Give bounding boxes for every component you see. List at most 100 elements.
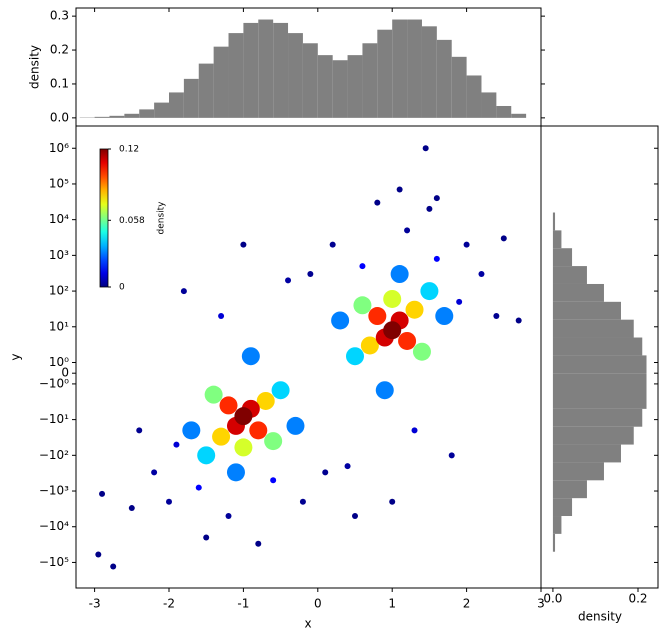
hist-bar [407, 19, 422, 118]
scatter-point [411, 427, 418, 434]
scatter-point [352, 512, 358, 519]
y-tick-label: 0.1 [50, 76, 69, 90]
scatter-point [226, 463, 245, 482]
hist-frame [75, 7, 542, 126]
y-tick-label: 10¹ [49, 319, 69, 333]
scatter-point [218, 313, 225, 320]
x-tick-label: -3 [89, 597, 101, 611]
hist-bar [552, 301, 621, 320]
hist-bar [317, 55, 333, 118]
scatter-point [390, 265, 409, 284]
scatter-point [383, 321, 402, 340]
y-tick-label: 0 [61, 366, 69, 380]
y-tick-label: 10⁴ [49, 212, 69, 226]
scatter-point [396, 186, 403, 193]
scatter-point [286, 416, 305, 435]
hist-bar [552, 391, 647, 409]
top-hist-label: density [28, 45, 42, 89]
scatter-point [383, 289, 402, 308]
y-tick-label: 10⁶ [49, 141, 69, 155]
hist-bar [552, 248, 573, 267]
hist-bar [552, 462, 604, 481]
scatter-point [346, 347, 364, 366]
scatter-point [173, 441, 180, 448]
scatter-point [180, 288, 187, 295]
scatter-point [493, 313, 500, 320]
scatter-point [404, 227, 411, 234]
hist-bar [552, 480, 587, 499]
scatter-point [128, 505, 135, 512]
scatter-point [249, 421, 268, 440]
hist-frame [541, 125, 659, 589]
y-tick-label: −10² [39, 448, 69, 462]
scatter-point [389, 498, 396, 505]
scatter-point [398, 331, 417, 350]
y-tick-label: 10⁵ [49, 176, 69, 190]
scatter-point [264, 432, 283, 451]
hist-bar [552, 266, 587, 284]
hist-bar [228, 33, 244, 118]
scatter-point [197, 446, 216, 465]
colorbar-label: density [157, 201, 167, 235]
hist-bar [496, 105, 512, 118]
scatter-point [241, 347, 260, 366]
hist-bar [552, 498, 573, 517]
hist-bar [139, 109, 155, 118]
hist-bar [377, 29, 393, 118]
x-tick-label: 3 [537, 597, 545, 611]
hist-bar [552, 230, 562, 249]
scatter-point [448, 452, 455, 459]
scatter-point [405, 300, 424, 319]
scatter-point [420, 282, 439, 301]
y-tick-label: 0.2 [50, 43, 69, 57]
scatter-point [433, 195, 440, 202]
hist-bar [169, 92, 184, 118]
hist-bar [243, 22, 259, 118]
x-tick-label: 0.0 [543, 592, 562, 606]
hist-bar [552, 355, 647, 374]
scatter-point [368, 307, 387, 326]
scatter-point [234, 407, 253, 426]
scatter-point [270, 477, 277, 484]
colorbar-tick-label: 0.12 [119, 145, 139, 155]
hist-bar [552, 408, 643, 427]
x-tick-label: 1 [388, 597, 396, 611]
hist-bar [332, 60, 348, 118]
y-tick-label: 10² [49, 284, 69, 298]
scatter-point [329, 241, 336, 248]
y-tick-label: −10³ [39, 484, 69, 498]
hist-bar [552, 283, 604, 302]
hist-bar [481, 92, 497, 118]
y-tick-label: −10⁴ [39, 519, 69, 533]
scatter-point [500, 235, 507, 242]
plot-frame [75, 125, 542, 589]
hist-bar [552, 533, 556, 552]
scatter-point [360, 336, 379, 355]
hist-bar [94, 116, 110, 118]
y-axis-label: y [9, 353, 23, 360]
hist-bar [273, 22, 289, 118]
colorbar-tick-label: 0.058 [119, 216, 145, 226]
hist-bar [258, 19, 274, 118]
scatter-point [353, 296, 372, 315]
hist-bar [302, 43, 318, 118]
hist-bar [421, 26, 437, 118]
scatter-point [110, 563, 117, 570]
scatter-point [412, 342, 431, 361]
scatter-point [322, 469, 329, 476]
scatter-point [151, 469, 158, 476]
hist-bar [183, 78, 199, 118]
scatter-point [331, 311, 350, 330]
right-hist-label: density [578, 610, 622, 624]
y-tick-label: −10⁵ [39, 555, 69, 569]
x-tick-label: 0.2 [628, 592, 647, 606]
scatter-point [240, 241, 247, 248]
scatter-point [203, 534, 210, 541]
hist-bar [552, 516, 562, 534]
scatter-point [299, 498, 306, 505]
hist-bar [552, 444, 621, 463]
y-tick-label: −10⁰ [39, 376, 69, 390]
x-tick-label: -2 [163, 597, 175, 611]
hist-bar [451, 56, 467, 118]
